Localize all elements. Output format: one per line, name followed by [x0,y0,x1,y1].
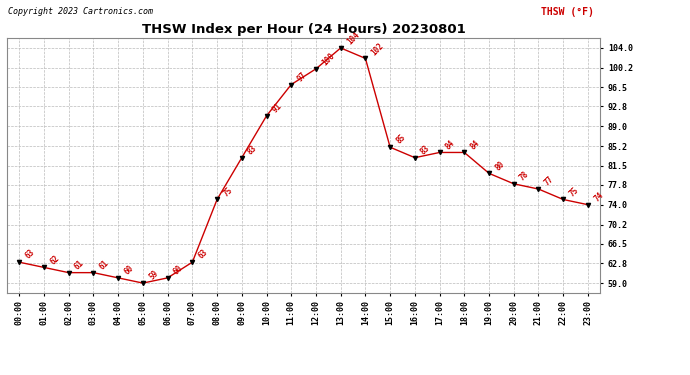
Text: 63: 63 [197,248,209,261]
Text: 78: 78 [518,170,531,182]
Text: 61: 61 [73,258,86,271]
Text: 75: 75 [221,185,234,198]
Text: 104: 104 [345,30,361,46]
Text: 75: 75 [567,185,580,198]
Text: 77: 77 [542,175,555,188]
Text: 62: 62 [48,253,61,266]
Text: 97: 97 [295,70,308,83]
Text: 83: 83 [419,143,432,156]
Text: 60: 60 [172,264,185,276]
Text: 61: 61 [97,258,110,271]
Text: 59: 59 [147,269,160,282]
Text: 102: 102 [370,41,386,57]
Text: 84: 84 [469,138,482,151]
Text: THSW (°F): THSW (°F) [542,7,594,17]
Title: THSW Index per Hour (24 Hours) 20230801: THSW Index per Hour (24 Hours) 20230801 [141,23,466,36]
Text: 60: 60 [122,264,135,276]
Text: 80: 80 [493,159,506,172]
Text: 100: 100 [320,51,336,68]
Text: 74: 74 [592,190,605,203]
Text: Copyright 2023 Cartronics.com: Copyright 2023 Cartronics.com [8,7,153,16]
Text: 83: 83 [246,143,259,156]
Text: 85: 85 [394,133,407,146]
Text: 91: 91 [270,102,284,114]
Text: 63: 63 [23,248,37,261]
Text: 84: 84 [444,138,457,151]
